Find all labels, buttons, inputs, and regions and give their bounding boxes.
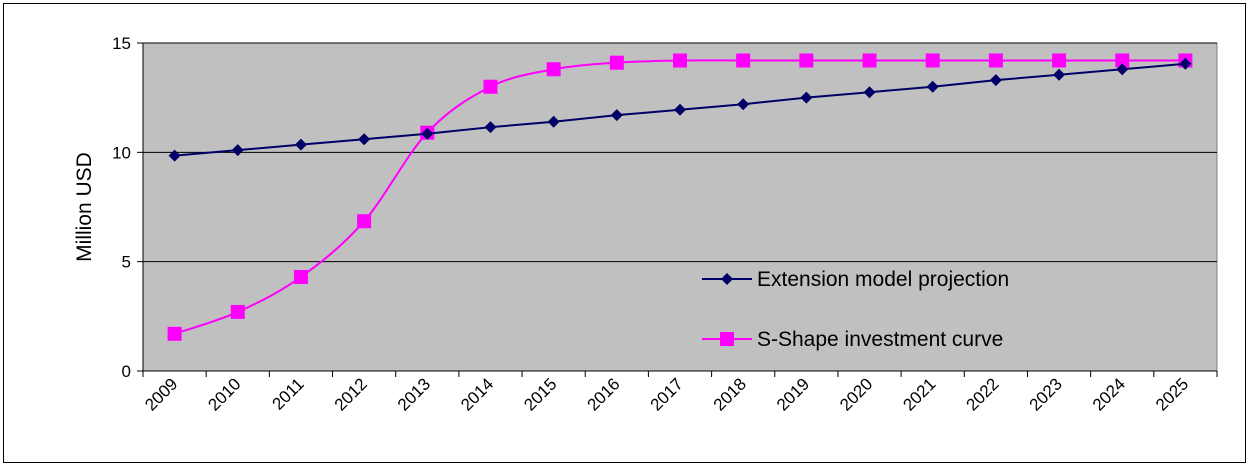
legend-item: S-Shape investment curve <box>702 328 1003 351</box>
y-axis-ticks: 0 5 10 15 <box>112 34 143 381</box>
data-point-marker <box>737 98 750 111</box>
y-axis-title: Million USD <box>73 152 96 262</box>
data-point-marker <box>547 115 560 128</box>
data-point-marker <box>230 304 245 319</box>
series-group <box>167 53 1193 341</box>
x-tick-label: 2012 <box>331 374 371 414</box>
x-tick-label: 2023 <box>1026 374 1066 414</box>
data-point-marker <box>293 269 308 284</box>
x-tick-label: 2020 <box>836 374 876 414</box>
data-point-marker <box>484 121 497 134</box>
data-point-marker <box>483 79 498 94</box>
legend-item: Extension model projection <box>702 268 1009 291</box>
x-tick-label: 2009 <box>141 374 181 414</box>
data-point-marker <box>673 53 687 68</box>
data-point-marker <box>357 214 372 229</box>
data-point-marker <box>168 149 181 162</box>
y-tick-label: 10 <box>112 143 131 162</box>
x-tick-label: 2014 <box>457 374 497 414</box>
x-tick-label: 2010 <box>204 374 244 414</box>
plot-area <box>142 42 1218 372</box>
data-point-marker <box>546 62 561 77</box>
x-axis-ticks: 2009 2010 2011 2012 2013 2014 2015 2016 2017 2018… <box>141 371 1218 415</box>
x-tick-label: 2019 <box>773 374 813 414</box>
data-point-marker <box>610 109 623 122</box>
x-tick-label: 2025 <box>1152 374 1192 414</box>
data-point-marker <box>294 138 307 151</box>
x-tick-label: 2021 <box>899 374 939 414</box>
data-point-marker <box>1179 57 1192 70</box>
data-point-marker <box>1053 68 1066 81</box>
data-point-marker <box>1052 53 1067 68</box>
legend: Extension model projection S-Shape invest… <box>702 268 1009 351</box>
y-tick-label: 5 <box>122 253 131 272</box>
data-point-marker <box>421 127 434 140</box>
data-point-marker <box>799 53 814 68</box>
x-tick-label: 2015 <box>520 374 560 414</box>
series-1 <box>168 57 1192 162</box>
data-point-marker <box>988 53 1003 68</box>
data-point-marker <box>231 144 244 157</box>
y-tick-label: 0 <box>122 362 131 381</box>
data-point-marker <box>1115 53 1130 68</box>
data-point-marker <box>167 326 182 341</box>
data-point-marker <box>358 133 371 146</box>
x-tick-label: 2022 <box>963 374 1003 414</box>
x-tick-label: 2016 <box>583 374 623 414</box>
legend-label: S-Shape investment curve <box>757 328 1003 351</box>
data-point-marker <box>989 74 1002 87</box>
x-tick-label: 2018 <box>710 374 750 414</box>
y-tick-label: 15 <box>112 34 131 53</box>
legend-marker <box>721 273 733 285</box>
axes <box>142 43 1217 372</box>
data-point-marker <box>925 53 940 68</box>
legend-label: Extension model projection <box>757 268 1009 291</box>
x-tick-label: 2013 <box>394 374 434 414</box>
x-tick-label: 2011 <box>268 374 307 413</box>
data-point-marker <box>926 80 939 93</box>
data-point-marker <box>609 55 624 70</box>
x-tick-label: 2024 <box>1089 374 1129 414</box>
legend-marker <box>720 332 734 346</box>
data-point-marker <box>1116 63 1129 76</box>
x-tick-label: 2017 <box>647 374 687 414</box>
data-point-marker <box>800 91 813 104</box>
data-point-marker <box>863 86 876 99</box>
data-point-marker <box>736 53 751 68</box>
data-point-marker <box>862 53 877 68</box>
data-point-marker <box>674 103 686 116</box>
